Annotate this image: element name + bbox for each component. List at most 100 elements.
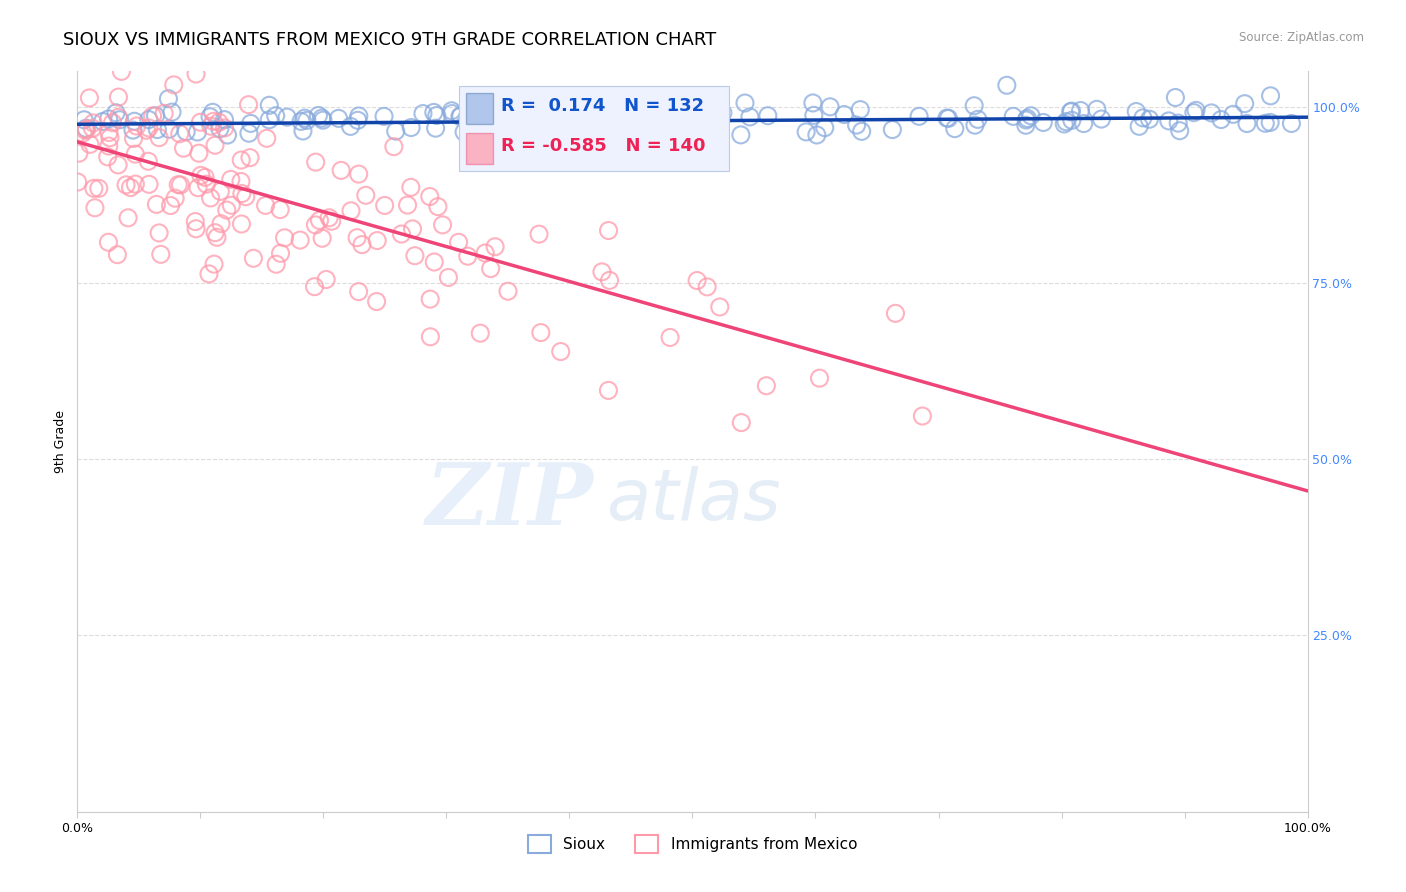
- Point: [84, 201, 107, 215]
- Point: [706, 110, 728, 124]
- Point: [419, 189, 441, 203]
- Text: R =  0.174   N = 132: R = 0.174 N = 132: [501, 96, 703, 115]
- Point: [205, 230, 228, 244]
- Point: [339, 120, 361, 134]
- Point: [1185, 103, 1208, 118]
- Point: [142, 109, 165, 123]
- Point: [138, 120, 160, 135]
- Point: [1139, 112, 1161, 127]
- Point: [659, 330, 682, 344]
- Point: [125, 119, 148, 133]
- Point: [686, 274, 709, 288]
- Point: [579, 112, 602, 127]
- Point: [76, 122, 98, 136]
- Point: [194, 170, 217, 185]
- Point: [479, 261, 502, 276]
- Point: [598, 106, 620, 120]
- Point: [1073, 117, 1095, 131]
- Point: [1054, 114, 1077, 128]
- FancyBboxPatch shape: [458, 87, 730, 171]
- Point: [304, 279, 326, 293]
- Point: [1060, 104, 1083, 119]
- Point: [169, 127, 191, 141]
- Point: [419, 292, 441, 306]
- Point: [73, 112, 96, 127]
- Point: [803, 108, 825, 122]
- Point: [598, 223, 620, 237]
- Point: [699, 116, 721, 130]
- Point: [675, 111, 697, 125]
- Point: [136, 154, 159, 169]
- Point: [598, 384, 620, 398]
- Point: [695, 111, 717, 125]
- Point: [1128, 120, 1150, 134]
- Point: [366, 234, 388, 248]
- Point: [382, 139, 405, 153]
- Point: [198, 267, 221, 281]
- Point: [423, 255, 446, 269]
- Point: [527, 116, 550, 130]
- Point: [169, 178, 191, 192]
- Point: [312, 113, 335, 128]
- Point: [627, 120, 650, 135]
- Point: [145, 109, 167, 123]
- Point: [231, 217, 253, 231]
- Point: [184, 67, 207, 81]
- Point: [599, 273, 621, 287]
- Point: [963, 99, 986, 113]
- Point: [120, 180, 142, 194]
- Point: [755, 378, 778, 392]
- Point: [97, 235, 120, 250]
- Point: [794, 125, 817, 139]
- Point: [550, 344, 572, 359]
- Point: [347, 167, 370, 181]
- Point: [91, 114, 114, 128]
- Point: [311, 231, 333, 245]
- Point: [82, 116, 104, 130]
- Point: [1032, 115, 1054, 129]
- Point: [401, 222, 423, 236]
- Point: [1260, 88, 1282, 103]
- Point: [195, 177, 218, 191]
- Point: [242, 252, 264, 266]
- Point: [346, 113, 368, 128]
- Point: [711, 105, 734, 120]
- Point: [851, 124, 873, 138]
- Point: [756, 109, 779, 123]
- Point: [83, 181, 105, 195]
- Point: [200, 191, 222, 205]
- Point: [291, 124, 314, 138]
- Point: [340, 203, 363, 218]
- Point: [938, 112, 960, 126]
- Point: [107, 110, 129, 124]
- Text: Source: ZipAtlas.com: Source: ZipAtlas.com: [1239, 31, 1364, 45]
- Point: [200, 120, 222, 134]
- Point: [256, 131, 278, 145]
- Point: [354, 188, 377, 202]
- Point: [82, 121, 104, 136]
- Point: [845, 118, 868, 132]
- Point: [107, 90, 129, 104]
- Point: [1164, 90, 1187, 104]
- Point: [276, 110, 298, 124]
- Point: [592, 122, 614, 136]
- Point: [467, 114, 489, 128]
- Point: [308, 213, 330, 227]
- Point: [160, 105, 183, 120]
- Point: [1258, 115, 1281, 129]
- Point: [107, 158, 129, 172]
- Point: [419, 330, 441, 344]
- Point: [884, 306, 907, 320]
- Point: [1157, 114, 1180, 128]
- Point: [214, 112, 236, 127]
- Point: [366, 294, 388, 309]
- Point: [1017, 112, 1039, 126]
- Point: [67, 146, 90, 161]
- Point: [1085, 103, 1108, 117]
- Point: [832, 107, 855, 121]
- Point: [330, 163, 353, 178]
- Point: [966, 112, 988, 127]
- Point: [209, 217, 232, 231]
- Point: [1233, 96, 1256, 111]
- Point: [1053, 117, 1076, 131]
